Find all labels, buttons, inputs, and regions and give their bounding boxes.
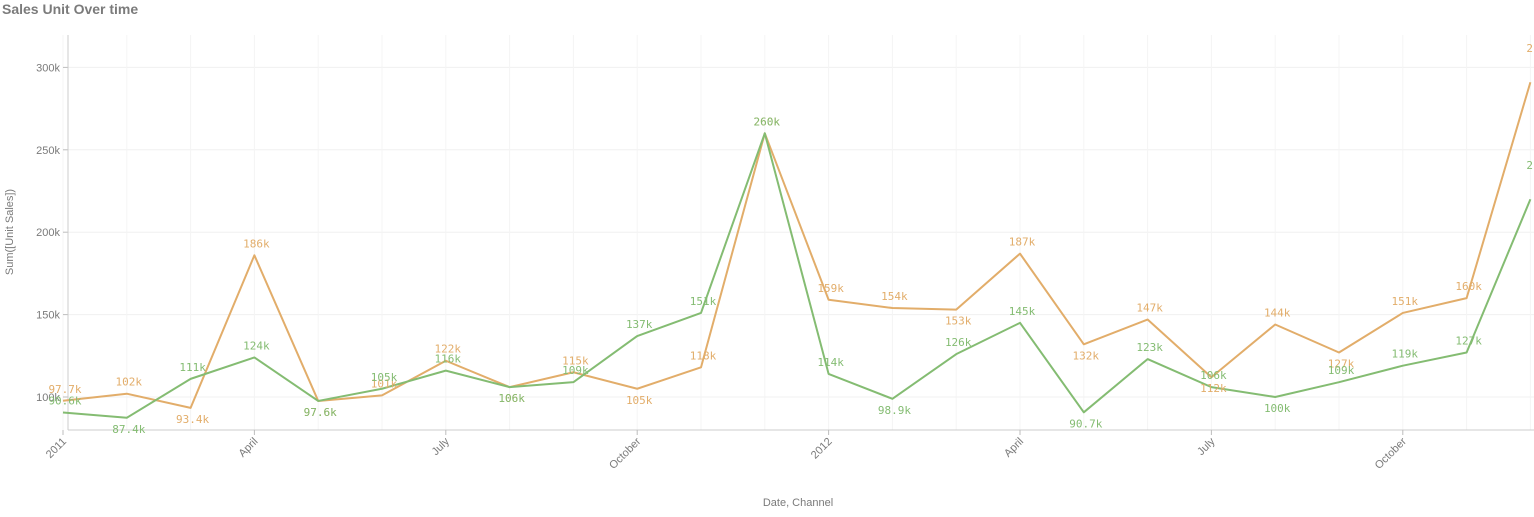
series-2-line — [62, 132, 1532, 419]
y-tick-label: 150k — [36, 310, 60, 322]
series-2-data-label: 123k — [1136, 341, 1163, 354]
series-1-data-label: 122k — [435, 343, 462, 356]
series-1-data-label: 151k — [1392, 295, 1419, 308]
series-2-data-label: 98.9k — [878, 404, 911, 417]
series-2-data-label: 2 — [1526, 159, 1533, 172]
x-tick-label: 2012 — [809, 436, 835, 462]
series-2-data-label: 151k — [690, 295, 717, 308]
series-1-data-label: 154k — [881, 290, 908, 303]
x-tick-label: April — [236, 436, 260, 460]
y-tick-label: 100k — [36, 392, 60, 404]
series-2-data-label: 111k — [179, 361, 206, 374]
series-1-data-label: 97.7k — [48, 383, 81, 396]
series-1-line — [62, 81, 1532, 409]
series-1-data-label: 147k — [1136, 302, 1163, 315]
series-lines — [62, 81, 1532, 419]
series-1-data-label: 260k — [754, 115, 781, 128]
series-1-data-label: 127k — [1328, 358, 1355, 371]
x-tick-label: July — [1195, 435, 1218, 458]
series-2-data-label: 87.4k — [112, 423, 145, 436]
x-tick-label: October — [607, 435, 643, 471]
series-1-data-label: 153k — [945, 315, 972, 328]
x-tick-label: July — [430, 435, 453, 458]
x-tick-label: April — [1002, 436, 1026, 460]
series-1-data-label: 105k — [626, 394, 653, 407]
series-2-data-label: 90.7k — [1069, 417, 1102, 430]
series-2-data-label: 116k — [435, 353, 462, 366]
series-1-data-label: 186k — [243, 237, 270, 250]
series-2-data-label: 105k — [371, 371, 398, 384]
series-2-data-label: 119k — [1392, 348, 1419, 361]
x-tick-label: October — [1373, 435, 1409, 471]
series-2-data-label: 109k — [1328, 364, 1355, 377]
series-2-data-label: 109k — [562, 364, 589, 377]
series-1-data-label: 187k — [1009, 236, 1036, 249]
x-tick-label: 2011 — [44, 436, 69, 461]
y-tick-label: 250k — [36, 145, 60, 157]
chart-title: Sales Unit Over time — [2, 1, 139, 17]
series-1-data-label: 112k — [1200, 382, 1227, 395]
series-1-data-label: 159k — [817, 282, 844, 295]
data-labels: 97.7k102k93.4k186k97.6k101k122k106k115k1… — [48, 42, 1533, 436]
series-1-data-label: 97.6k — [304, 406, 337, 419]
series-1-data-label: 93.4k — [176, 413, 209, 426]
series-1-data-label: 102k — [116, 376, 143, 389]
series-2-data-label: 90.6k — [48, 394, 81, 407]
series-1-data-label: 132k — [1073, 349, 1100, 362]
series-2-data-label: 145k — [1009, 305, 1036, 318]
y-axis-title: Sum([Unit Sales]) — [4, 189, 16, 275]
axes: 100k 150k 200k 250k 300k 2011 April July October… — [36, 35, 1534, 472]
series-2-data-label: 126k — [945, 336, 972, 349]
series-2-data-label: 106k — [498, 392, 525, 405]
series-1-data-label: 101k — [371, 377, 398, 390]
y-tick-label: 200k — [36, 227, 60, 239]
series-2-data-label: 260k — [754, 115, 781, 128]
grid — [62, 35, 1534, 430]
series-2-data-label: 97.6k — [304, 406, 337, 419]
series-2-data-label: 114k — [817, 356, 844, 369]
series-2-data-label: 137k — [626, 318, 653, 331]
series-2-data-label: 100k — [1264, 402, 1291, 415]
x-axis-title: Date, Channel — [763, 497, 833, 509]
series-1-data-label: 2 — [1526, 42, 1533, 55]
series-1-data-label: 115k — [562, 354, 589, 367]
series-2-data-label: 127k — [1455, 335, 1482, 348]
series-1-data-label: 160k — [1455, 280, 1482, 293]
series-1-data-label: 144k — [1264, 306, 1291, 319]
series-1-data-label: 106k — [498, 392, 525, 405]
series-2-data-label: 124k — [243, 339, 270, 352]
series-2-data-label: 106k — [1200, 369, 1227, 382]
series-1-data-label: 118k — [690, 349, 717, 362]
y-tick-label: 300k — [36, 62, 60, 74]
